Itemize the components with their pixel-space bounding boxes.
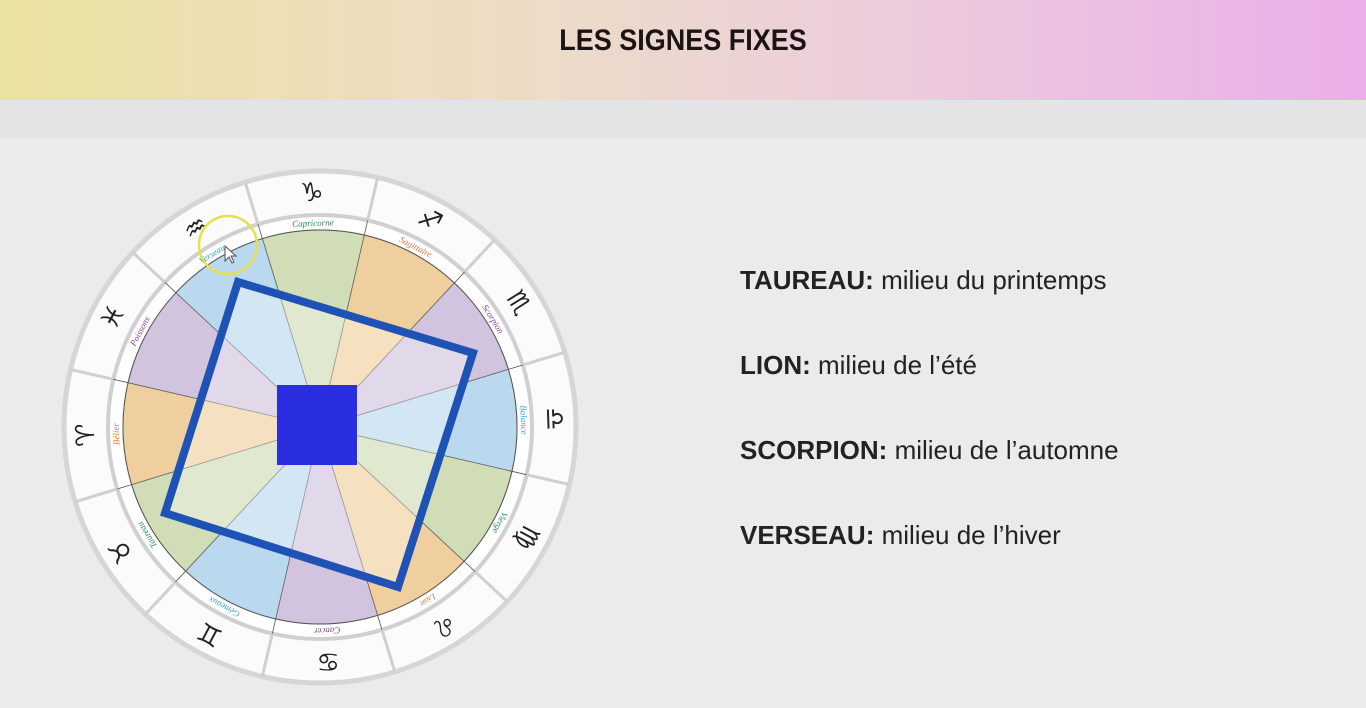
- label-divider: [377, 615, 383, 630]
- fact-text: milieu du printemps: [873, 265, 1107, 295]
- fixed-signs-square: [159, 277, 479, 593]
- ring-divider: [243, 181, 260, 225]
- fact-text: milieu de l’hiver: [874, 520, 1061, 550]
- fact-sign: TAUREAU:: [740, 265, 874, 295]
- fact-text: milieu de l’été: [810, 350, 977, 380]
- sign-label: Balance: [518, 405, 529, 435]
- fact-taureau: TAUREAU: milieu du printemps: [740, 265, 1119, 350]
- slide-title: LES SIGNES FIXES: [559, 24, 807, 57]
- ring-divider: [380, 629, 397, 673]
- label-divider: [271, 618, 277, 634]
- center-square: [277, 385, 357, 465]
- fixed-signs-overlay: [159, 277, 479, 593]
- label-divider: [257, 224, 263, 239]
- fact-sign: VERSEAU:: [740, 520, 875, 550]
- ring-divider: [260, 633, 274, 677]
- fact-text: milieu de l’automne: [887, 435, 1119, 465]
- ring-divider: [144, 581, 177, 616]
- fact-sign: LION:: [740, 350, 811, 380]
- fixed-signs-list: TAUREAU: milieu du printemps LION: milie…: [740, 265, 1119, 605]
- fact-sign: SCORPION:: [740, 435, 888, 465]
- fact-scorpion: SCORPION: milieu de l’automne: [740, 435, 1119, 520]
- ring-divider: [522, 350, 566, 367]
- sign-glyph-bélier-icon: ♈: [71, 423, 102, 447]
- inner-circle-border: [122, 229, 518, 625]
- zodiac-wheel: ♑Capricorne ♐Sagittaire♏Scorpion♎Balance♍…: [61, 168, 579, 686]
- mouse-pointer-icon: [224, 244, 238, 264]
- sign-label: Capricorne: [292, 217, 334, 228]
- label-divider: [113, 378, 129, 384]
- header-band: [0, 100, 1366, 138]
- label-divider: [164, 282, 177, 293]
- ring-divider: [463, 238, 496, 273]
- label-divider: [117, 484, 132, 490]
- sign-label: Bélier: [111, 422, 122, 445]
- cursor-highlight-ring: [197, 214, 259, 276]
- label-divider: [508, 364, 523, 370]
- fact-verseau: VERSEAU: milieu de l’hiver: [740, 520, 1119, 605]
- label-divider: [511, 470, 527, 476]
- mouse-cursor-highlight: [197, 214, 259, 276]
- ring-divider: [474, 570, 509, 603]
- sign-label: Cancer: [313, 625, 340, 636]
- label-divider: [454, 271, 465, 284]
- slide-header: LES SIGNES FIXES: [0, 0, 1366, 100]
- sign-glyph-cancer-icon: ♋: [316, 645, 340, 676]
- ring-divider: [74, 487, 118, 504]
- fact-lion: LION: milieu de l’été: [740, 350, 1119, 435]
- ring-divider: [526, 473, 570, 487]
- ring-divider: [366, 177, 380, 221]
- ring-divider: [70, 367, 114, 381]
- label-divider: [463, 561, 476, 572]
- sign-glyph-capricorne-icon: ♑: [300, 178, 324, 209]
- ring-divider: [131, 251, 166, 284]
- sign-glyph-balance-icon: ♎: [538, 407, 569, 431]
- label-divider: [175, 570, 186, 583]
- label-divider: [363, 220, 369, 236]
